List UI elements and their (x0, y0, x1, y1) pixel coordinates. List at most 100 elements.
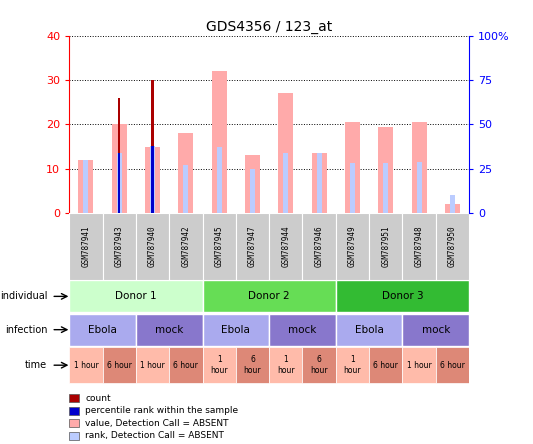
Bar (303, 347, 336, 383)
Bar (269, 347, 303, 383)
Text: 6 hour: 6 hour (107, 361, 132, 370)
Bar (284, 153, 288, 213)
Bar (336, 281, 469, 313)
Text: value, Detection Call = ABSENT: value, Detection Call = ABSENT (85, 419, 229, 428)
Bar (236, 213, 269, 280)
Bar (445, 204, 460, 213)
Text: mock: mock (155, 325, 183, 335)
Text: 1
hour: 1 hour (211, 356, 228, 375)
Bar (179, 133, 193, 213)
Bar (84, 160, 88, 213)
Bar (336, 347, 369, 383)
Bar (402, 313, 469, 345)
Bar (383, 163, 388, 213)
Bar (378, 127, 393, 213)
Bar (150, 146, 155, 213)
Text: GSM787942: GSM787942 (181, 226, 190, 267)
Bar (245, 155, 260, 213)
Bar (278, 93, 293, 213)
Bar (269, 213, 303, 280)
Text: GSM787945: GSM787945 (215, 226, 224, 267)
Bar (402, 347, 436, 383)
Bar (69, 213, 102, 280)
Bar (317, 153, 321, 213)
Bar (112, 124, 127, 213)
Bar (203, 347, 236, 383)
Bar (145, 147, 160, 213)
Bar (250, 169, 255, 213)
Text: rank, Detection Call = ABSENT: rank, Detection Call = ABSENT (85, 431, 224, 440)
Text: Ebola: Ebola (88, 325, 117, 335)
Bar (336, 313, 402, 345)
Bar (69, 347, 102, 383)
Text: 1
hour: 1 hour (277, 356, 295, 375)
Text: 1 hour: 1 hour (407, 361, 431, 370)
Bar (169, 213, 203, 280)
Text: Donor 1: Donor 1 (115, 291, 157, 301)
Text: 6 hour: 6 hour (373, 361, 398, 370)
Text: GSM787943: GSM787943 (115, 226, 124, 267)
Text: infection: infection (5, 325, 47, 335)
Text: GSM787941: GSM787941 (82, 226, 91, 267)
Text: 1 hour: 1 hour (140, 361, 165, 370)
Bar (345, 122, 360, 213)
Text: 6
hour: 6 hour (310, 356, 328, 375)
Bar (183, 165, 188, 213)
Bar (203, 281, 336, 313)
Text: time: time (25, 360, 47, 370)
Text: 1
hour: 1 hour (344, 356, 361, 375)
Bar (369, 213, 402, 280)
Text: count: count (85, 394, 111, 403)
Bar (436, 347, 469, 383)
Text: GSM787946: GSM787946 (314, 226, 324, 267)
Bar (369, 347, 402, 383)
Bar (69, 281, 203, 313)
Bar (203, 213, 236, 280)
Bar (312, 153, 327, 213)
Text: 6 hour: 6 hour (440, 361, 465, 370)
Bar (169, 347, 203, 383)
Bar (69, 313, 136, 345)
Bar (118, 98, 120, 213)
Bar (217, 147, 222, 213)
Text: GSM787948: GSM787948 (415, 226, 424, 267)
Text: GSM787947: GSM787947 (248, 226, 257, 267)
Text: mock: mock (288, 325, 317, 335)
Text: GSM787949: GSM787949 (348, 226, 357, 267)
Bar (136, 347, 169, 383)
Bar (269, 313, 336, 345)
Text: Donor 2: Donor 2 (248, 291, 290, 301)
Bar (212, 71, 227, 213)
Text: GSM787940: GSM787940 (148, 226, 157, 267)
Bar (136, 213, 169, 280)
Bar (336, 213, 369, 280)
Bar (78, 160, 93, 213)
Bar (411, 122, 426, 213)
Bar (151, 146, 154, 213)
Text: GSM787951: GSM787951 (381, 226, 390, 267)
Text: GSM787944: GSM787944 (281, 226, 290, 267)
Text: Ebola: Ebola (221, 325, 251, 335)
Bar (450, 195, 455, 213)
Bar (102, 347, 136, 383)
Bar (436, 213, 469, 280)
Text: 6
hour: 6 hour (244, 356, 261, 375)
Bar (236, 347, 269, 383)
Text: 1 hour: 1 hour (74, 361, 98, 370)
Text: Donor 3: Donor 3 (382, 291, 423, 301)
Bar (117, 153, 122, 213)
Text: individual: individual (0, 291, 47, 301)
Text: 6 hour: 6 hour (173, 361, 198, 370)
Bar (151, 80, 154, 213)
Bar (203, 313, 269, 345)
Bar (136, 313, 203, 345)
Text: percentile rank within the sample: percentile rank within the sample (85, 406, 238, 415)
Bar (303, 213, 336, 280)
Text: mock: mock (422, 325, 450, 335)
Bar (350, 163, 355, 213)
Bar (118, 153, 120, 213)
Text: GSM787950: GSM787950 (448, 226, 457, 267)
Title: GDS4356 / 123_at: GDS4356 / 123_at (206, 20, 332, 35)
Bar (102, 213, 136, 280)
Bar (417, 162, 422, 213)
